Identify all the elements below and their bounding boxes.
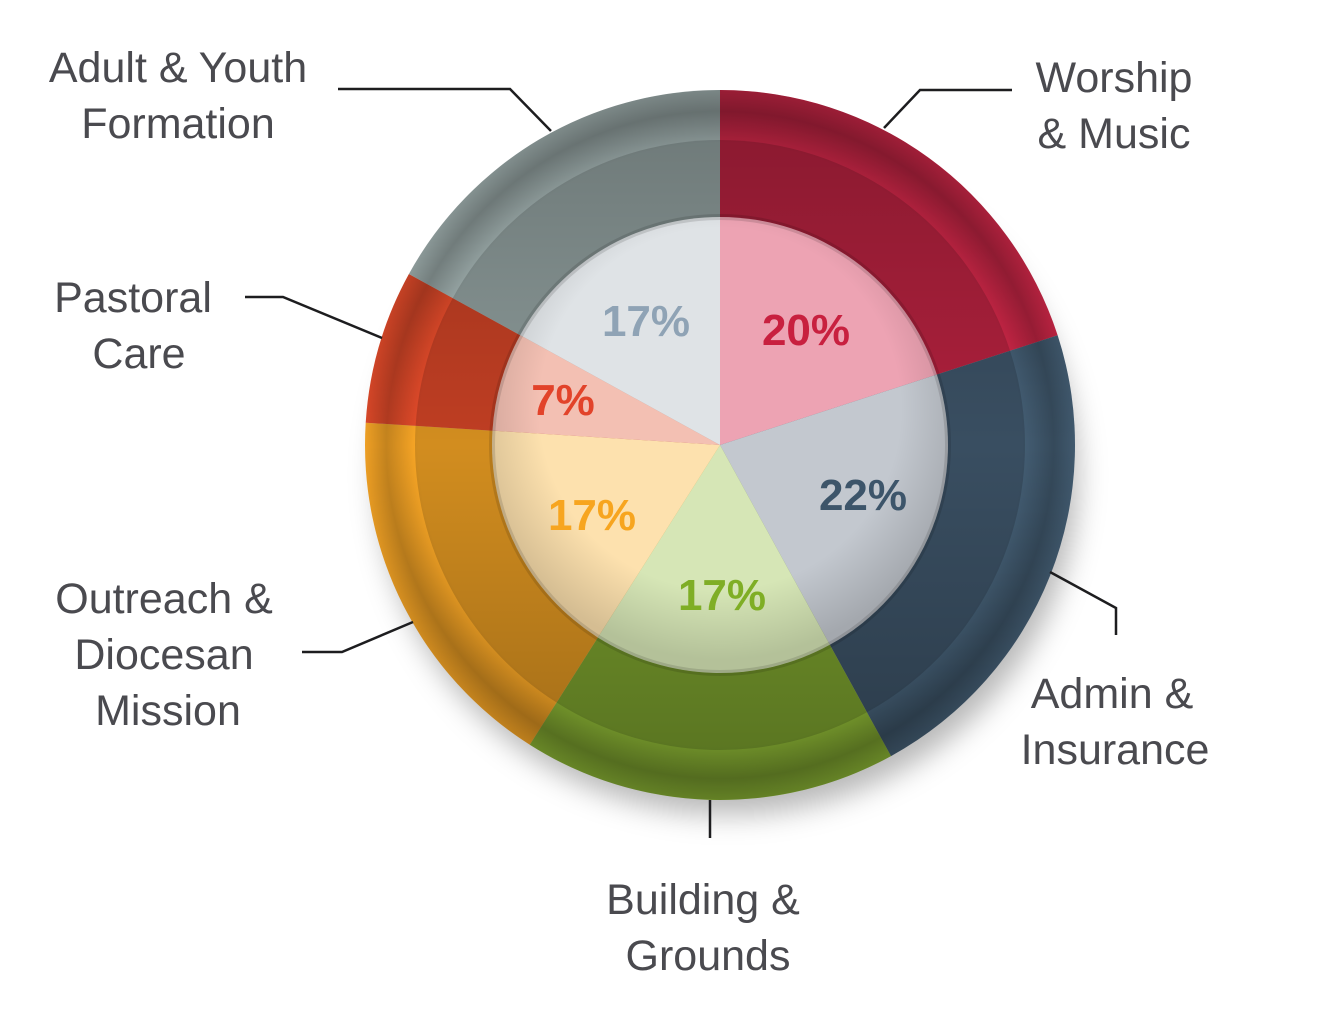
inner-shade xyxy=(492,217,948,673)
label-admin-and-insurance: Admin & Insurance xyxy=(1021,670,1210,774)
percent-labels: 20%22%17%17%7%17% xyxy=(531,297,907,620)
label-adult-and-youth-formation: Adult & Youth Formation xyxy=(49,44,307,148)
category-labels: Worship & Music Admin & Insurance Building &… xyxy=(49,44,1210,980)
leader-line-pastoral-care xyxy=(245,295,383,340)
label-line: Outreach & xyxy=(55,575,273,623)
leader-line-admin-and-insurance xyxy=(1049,570,1118,635)
label-line: Care xyxy=(92,330,185,378)
inner-disc xyxy=(489,214,951,676)
label-pastoral-care: Pastoral Care xyxy=(54,274,212,378)
label-line: Mission xyxy=(95,687,241,735)
label-worship-and-music: Worship & Music xyxy=(1036,54,1193,158)
label-line: Adult & Youth xyxy=(49,44,307,92)
label-line: Grounds xyxy=(626,932,791,980)
label-outreach-and-diocesan-mission: Outreach & Diocesan Mission xyxy=(55,575,273,735)
percent-admin-and-insurance: 22% xyxy=(819,471,907,520)
percent-building-and-grounds: 17% xyxy=(678,571,766,620)
inner-rim xyxy=(489,214,951,676)
leader-line-adult-and-youth-formation xyxy=(338,87,552,132)
label-line: & Music xyxy=(1038,110,1191,158)
label-line: Worship xyxy=(1036,54,1193,102)
percent-adult-and-youth-formation: 17% xyxy=(602,297,690,346)
label-line: Admin & xyxy=(1031,670,1194,718)
leader-line-worship-and-music xyxy=(883,88,1012,129)
leader-line-outreach-and-diocesan-mission xyxy=(302,620,414,654)
label-line: Building & xyxy=(606,876,800,924)
percent-worship-and-music: 20% xyxy=(762,306,850,355)
percent-outreach-and-diocesan-mission: 17% xyxy=(548,491,636,540)
leader-lines xyxy=(245,87,1118,838)
label-line: Insurance xyxy=(1021,726,1210,774)
label-line: Formation xyxy=(81,100,275,148)
label-line: Pastoral xyxy=(54,274,212,322)
label-line: Diocesan xyxy=(74,631,253,679)
label-building-and-grounds: Building & Grounds xyxy=(606,876,800,980)
percent-pastoral-care: 7% xyxy=(531,376,595,425)
